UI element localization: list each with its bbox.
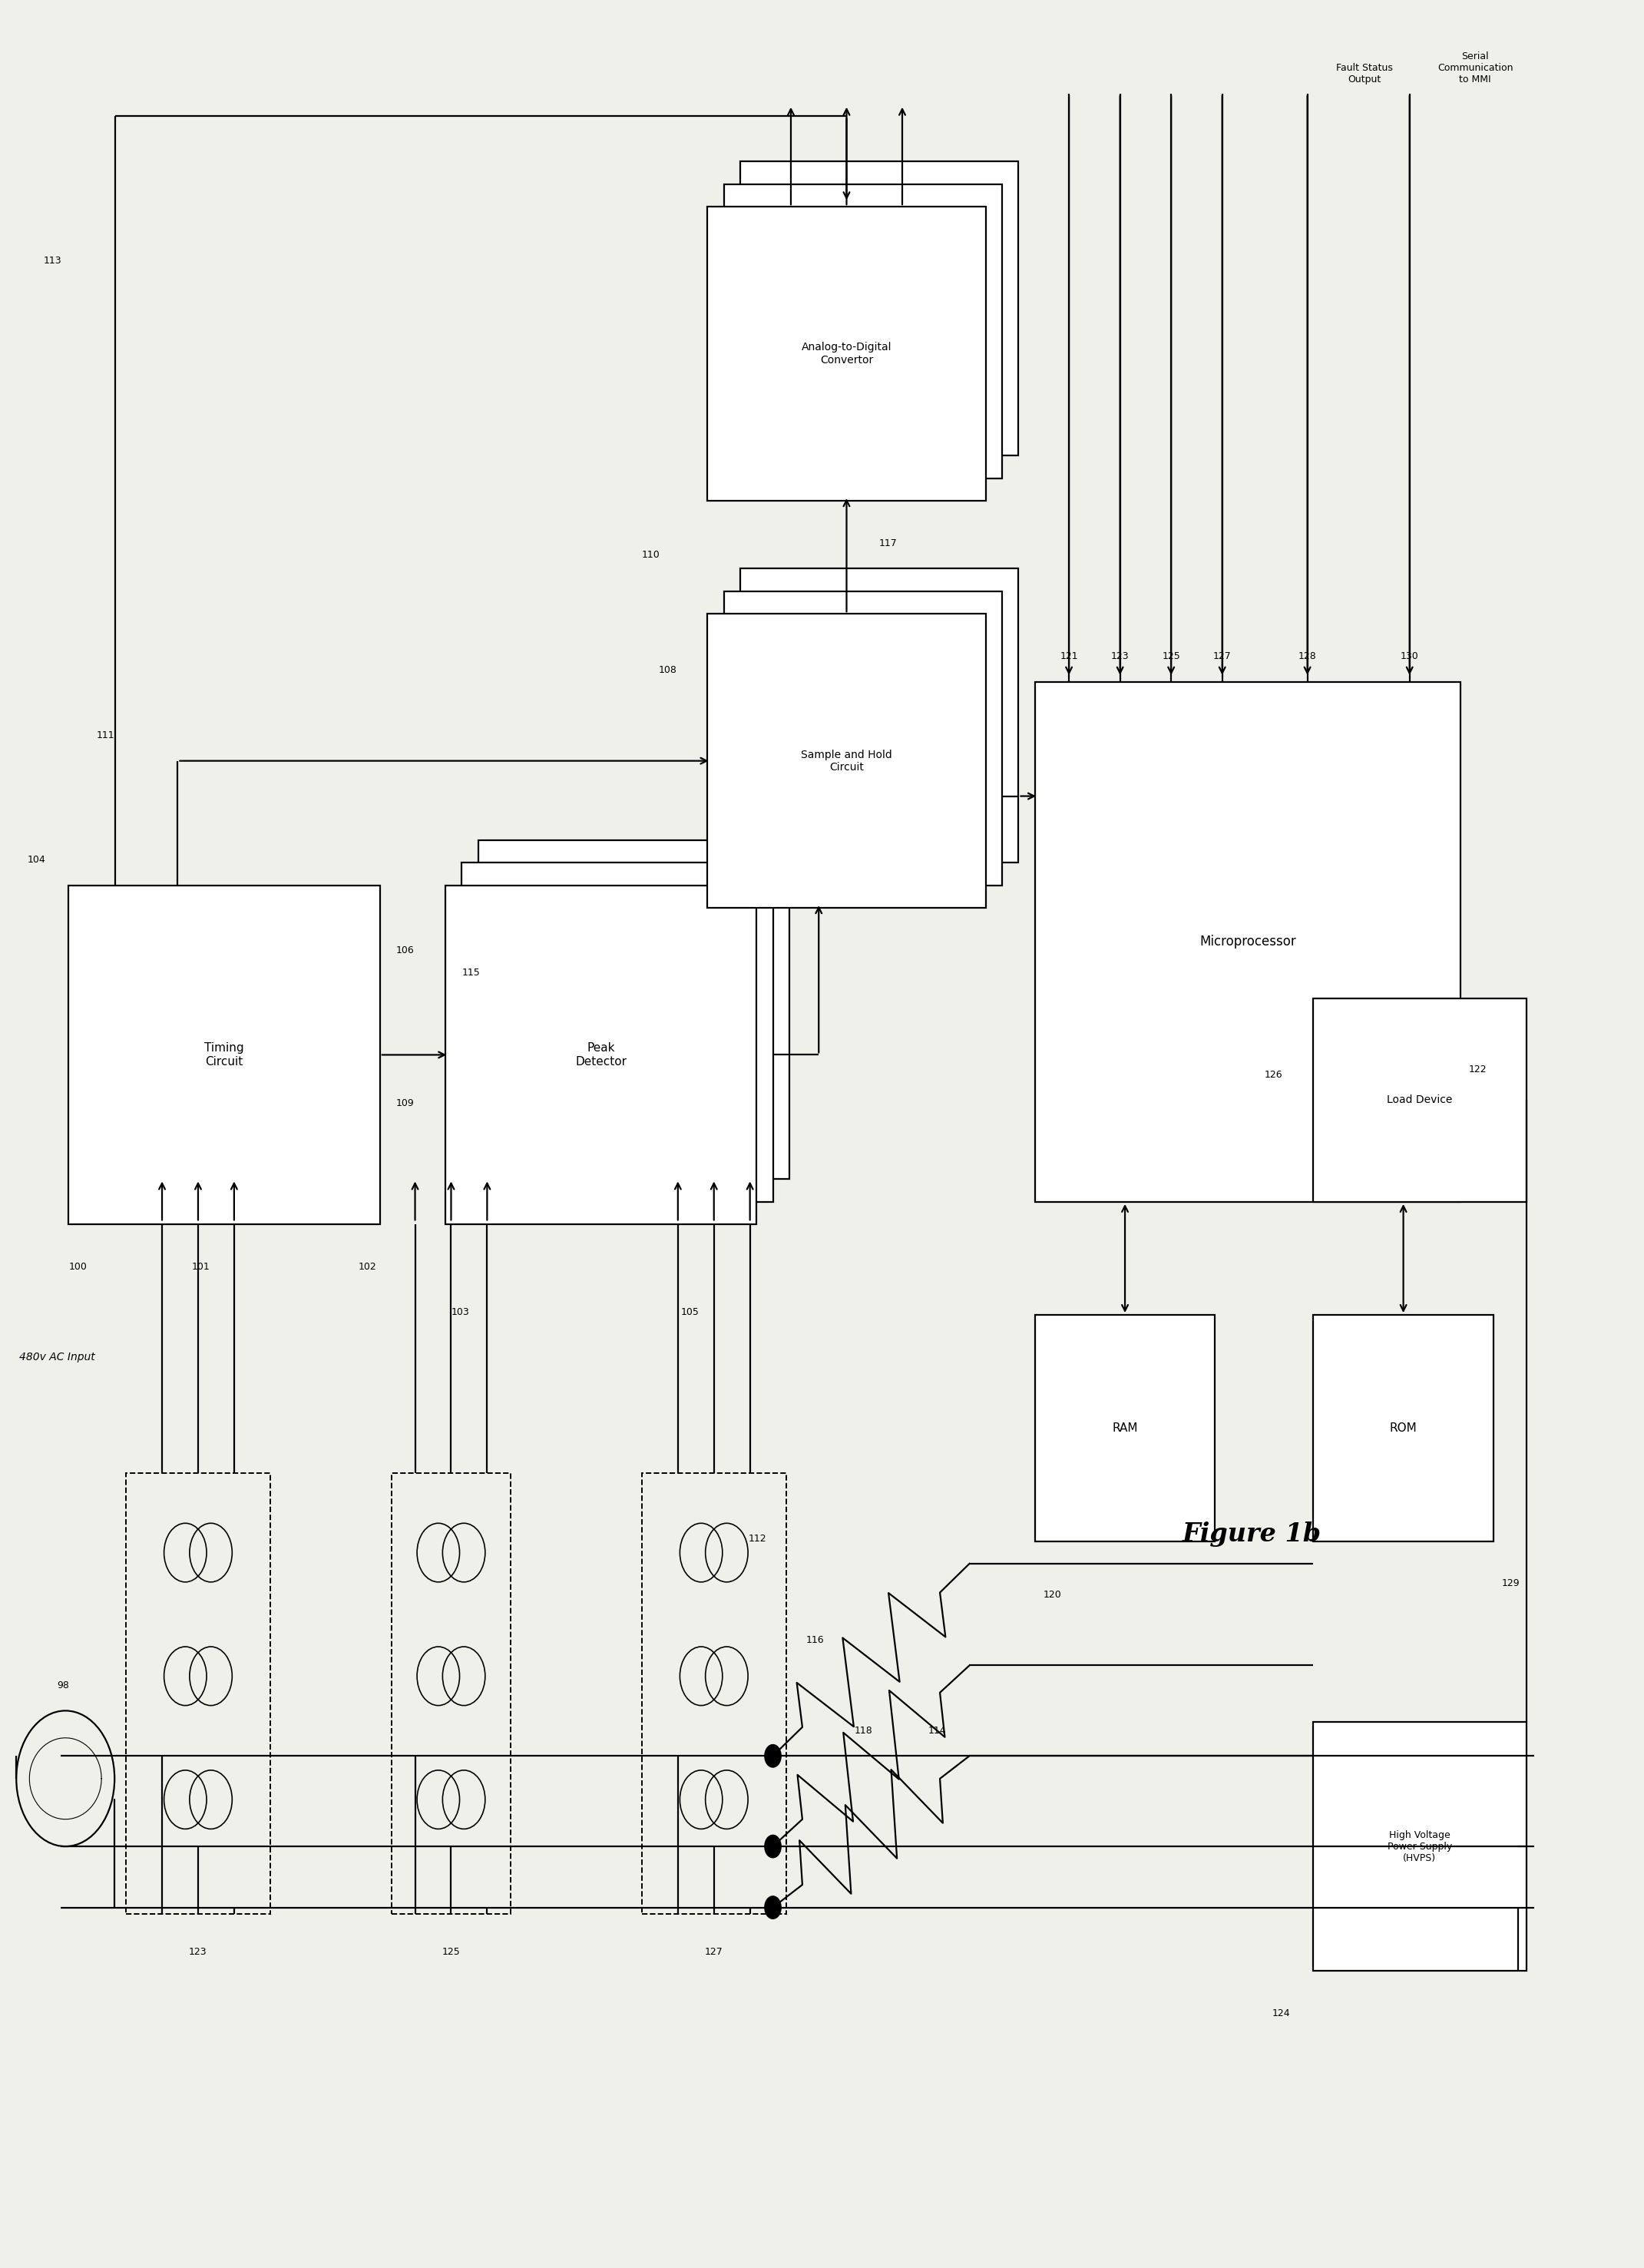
Text: 113: 113 — [44, 256, 62, 265]
FancyBboxPatch shape — [1314, 1721, 1526, 1971]
Text: 122: 122 — [1468, 1064, 1486, 1075]
Text: Microprocessor: Microprocessor — [1200, 934, 1295, 948]
Circle shape — [764, 1835, 781, 1857]
Text: Timing
Circuit: Timing Circuit — [204, 1043, 243, 1068]
Text: 105: 105 — [681, 1306, 699, 1318]
Text: 111: 111 — [97, 730, 115, 742]
Text: 106: 106 — [396, 946, 414, 955]
Text: Peak
Detector: Peak Detector — [575, 1043, 626, 1068]
Text: 123: 123 — [1111, 651, 1129, 662]
Text: 124: 124 — [1272, 2009, 1291, 2019]
FancyBboxPatch shape — [478, 839, 789, 1179]
Text: 127: 127 — [705, 1948, 723, 1957]
Text: 115: 115 — [462, 968, 480, 978]
Text: 103: 103 — [450, 1306, 469, 1318]
FancyBboxPatch shape — [723, 184, 1003, 479]
Text: 116: 116 — [806, 1635, 824, 1644]
Text: 129: 129 — [1501, 1579, 1519, 1588]
Text: High Voltage
Power Supply
(HVPS): High Voltage Power Supply (HVPS) — [1388, 1830, 1452, 1862]
Text: Figure 1b: Figure 1b — [1182, 1522, 1322, 1547]
FancyBboxPatch shape — [740, 161, 1019, 456]
Text: 114: 114 — [929, 1726, 947, 1735]
Text: 480v AC Input: 480v AC Input — [20, 1352, 95, 1363]
Text: RAM: RAM — [1111, 1422, 1138, 1433]
FancyBboxPatch shape — [1034, 683, 1460, 1202]
FancyBboxPatch shape — [1034, 1315, 1215, 1540]
Text: 120: 120 — [1042, 1590, 1062, 1599]
Text: 108: 108 — [658, 665, 677, 676]
Text: Fault Status
Output: Fault Status Output — [1337, 64, 1392, 84]
Text: 110: 110 — [641, 549, 661, 560]
Text: 112: 112 — [748, 1533, 766, 1545]
Text: 101: 101 — [191, 1261, 210, 1272]
Text: Serial
Communication
to MMI: Serial Communication to MMI — [1437, 52, 1512, 84]
FancyBboxPatch shape — [723, 592, 1003, 885]
Text: Sample and Hold
Circuit: Sample and Hold Circuit — [801, 748, 893, 773]
Text: 102: 102 — [358, 1261, 376, 1272]
Text: 118: 118 — [855, 1726, 873, 1735]
FancyBboxPatch shape — [446, 885, 756, 1225]
Circle shape — [764, 1896, 781, 1919]
Text: 128: 128 — [1299, 651, 1317, 662]
Text: 130: 130 — [1401, 651, 1419, 662]
FancyBboxPatch shape — [707, 615, 986, 907]
Text: 123: 123 — [189, 1948, 207, 1957]
Text: 121: 121 — [1060, 651, 1078, 662]
Text: Analog-to-Digital
Convertor: Analog-to-Digital Convertor — [802, 342, 891, 365]
FancyBboxPatch shape — [1314, 998, 1526, 1202]
Text: 127: 127 — [1213, 651, 1231, 662]
FancyBboxPatch shape — [740, 569, 1019, 862]
Text: 125: 125 — [442, 1948, 460, 1957]
FancyBboxPatch shape — [1314, 1315, 1493, 1540]
Text: 117: 117 — [880, 538, 898, 549]
FancyBboxPatch shape — [707, 206, 986, 501]
Text: 125: 125 — [1162, 651, 1180, 662]
Text: Load Device: Load Device — [1388, 1095, 1453, 1105]
Text: 109: 109 — [396, 1098, 414, 1109]
FancyBboxPatch shape — [69, 885, 380, 1225]
Circle shape — [764, 1744, 781, 1767]
FancyBboxPatch shape — [462, 862, 773, 1202]
Text: ROM: ROM — [1389, 1422, 1417, 1433]
Text: 126: 126 — [1264, 1070, 1282, 1080]
Text: 100: 100 — [69, 1261, 87, 1272]
Text: 98: 98 — [58, 1681, 69, 1690]
Text: 104: 104 — [28, 855, 46, 864]
